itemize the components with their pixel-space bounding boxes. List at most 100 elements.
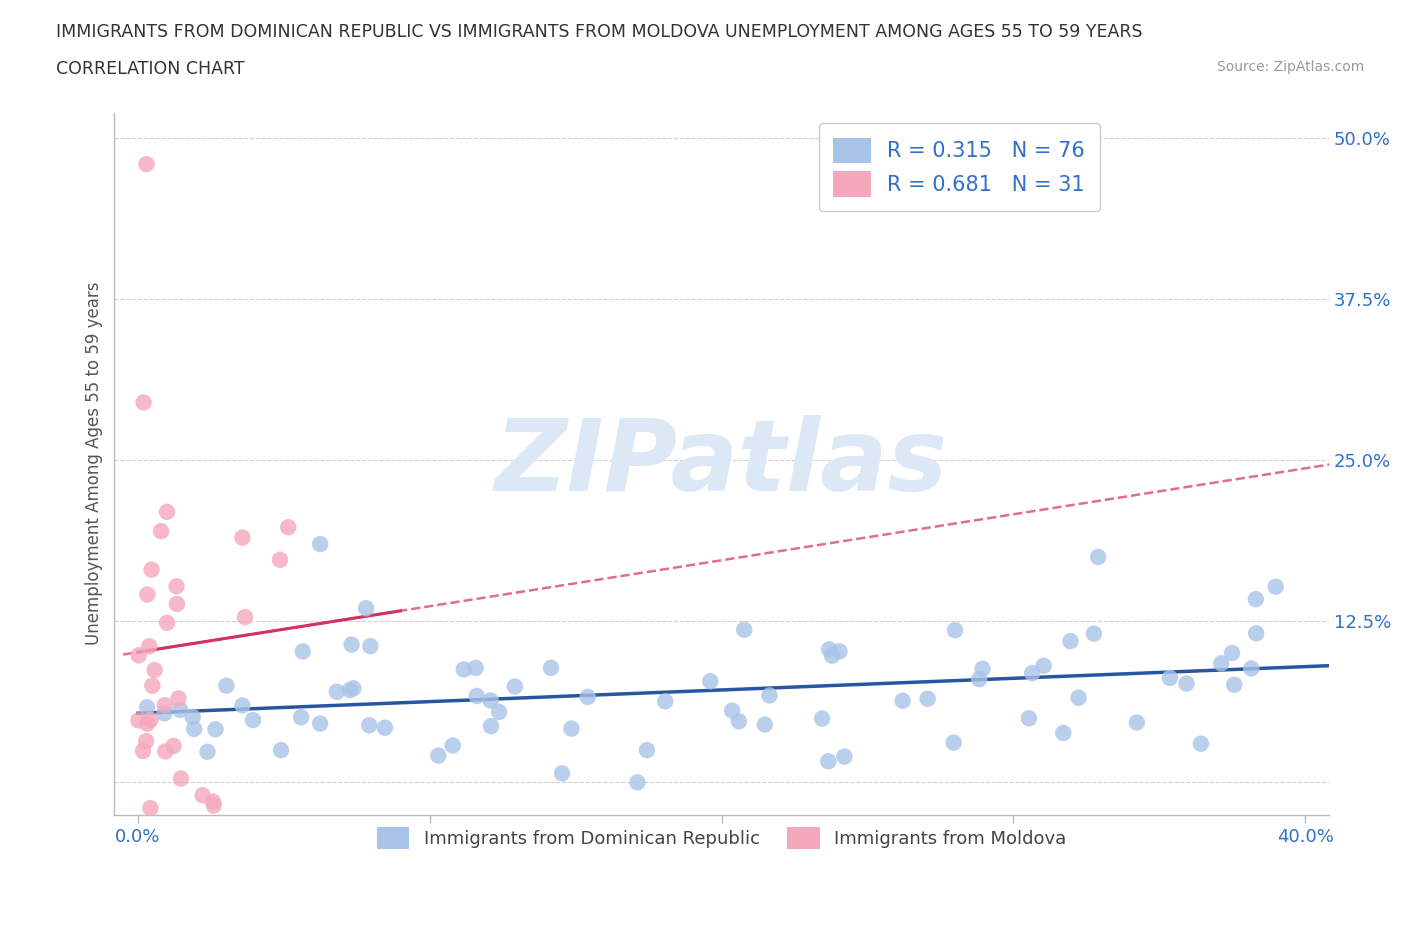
- Point: [636, 743, 658, 758]
- Point: [156, 616, 179, 631]
- Point: [891, 693, 914, 708]
- Point: [141, 563, 163, 578]
- Point: [464, 660, 486, 675]
- Point: [136, 700, 159, 715]
- Point: [215, 678, 238, 693]
- Point: [183, 722, 205, 737]
- Point: [1244, 591, 1267, 606]
- Point: [427, 748, 450, 763]
- Point: [465, 688, 488, 703]
- Point: [818, 642, 841, 657]
- Point: [1052, 725, 1074, 740]
- Point: [359, 718, 381, 733]
- Point: [1018, 711, 1040, 725]
- Point: [721, 703, 744, 718]
- Point: [811, 711, 834, 726]
- Point: [340, 637, 363, 652]
- Point: [754, 717, 776, 732]
- Point: [479, 719, 502, 734]
- Point: [127, 713, 149, 728]
- Point: [1211, 656, 1233, 671]
- Point: [821, 648, 844, 663]
- Point: [943, 623, 966, 638]
- Point: [309, 537, 332, 551]
- Point: [1175, 676, 1198, 691]
- Text: ZIPatlas: ZIPatlas: [495, 415, 948, 512]
- Point: [136, 716, 159, 731]
- Point: [551, 766, 574, 781]
- Point: [143, 662, 166, 677]
- Point: [139, 801, 162, 816]
- Point: [150, 524, 173, 538]
- Point: [242, 712, 264, 727]
- Point: [138, 639, 160, 654]
- Point: [441, 738, 464, 753]
- Point: [141, 678, 163, 693]
- Point: [503, 679, 526, 694]
- Point: [1067, 690, 1090, 705]
- Point: [135, 734, 157, 749]
- Point: [181, 710, 204, 724]
- Point: [309, 716, 332, 731]
- Point: [139, 712, 162, 727]
- Point: [540, 660, 562, 675]
- Point: [191, 788, 214, 803]
- Point: [1083, 626, 1105, 641]
- Point: [156, 504, 179, 519]
- Point: [270, 743, 292, 758]
- Point: [326, 684, 349, 699]
- Point: [291, 644, 314, 659]
- Point: [828, 644, 851, 658]
- Point: [132, 743, 155, 758]
- Point: [654, 694, 676, 709]
- Point: [166, 578, 188, 593]
- Point: [290, 710, 312, 724]
- Point: [1240, 661, 1263, 676]
- Point: [231, 698, 253, 713]
- Legend: Immigrants from Dominican Republic, Immigrants from Moldova: Immigrants from Dominican Republic, Immi…: [368, 818, 1076, 858]
- Point: [834, 750, 856, 764]
- Point: [166, 596, 188, 611]
- Point: [967, 671, 990, 686]
- Point: [169, 702, 191, 717]
- Point: [233, 610, 256, 625]
- Point: [277, 520, 299, 535]
- Point: [153, 698, 176, 712]
- Point: [733, 622, 755, 637]
- Point: [162, 738, 184, 753]
- Point: [1189, 737, 1212, 751]
- Point: [626, 775, 648, 790]
- Point: [201, 794, 224, 809]
- Point: [942, 736, 965, 751]
- Point: [1059, 633, 1081, 648]
- Point: [1126, 715, 1149, 730]
- Point: [488, 705, 510, 720]
- Point: [817, 754, 839, 769]
- Point: [132, 395, 155, 410]
- Point: [972, 661, 994, 676]
- Text: CORRELATION CHART: CORRELATION CHART: [56, 60, 245, 78]
- Point: [204, 722, 226, 737]
- Point: [453, 662, 475, 677]
- Point: [155, 744, 177, 759]
- Point: [1032, 658, 1054, 673]
- Y-axis label: Unemployment Among Ages 55 to 59 years: Unemployment Among Ages 55 to 59 years: [86, 282, 103, 645]
- Point: [699, 673, 721, 688]
- Point: [1159, 671, 1181, 685]
- Point: [136, 587, 159, 602]
- Point: [1220, 645, 1243, 660]
- Point: [479, 693, 502, 708]
- Point: [339, 683, 361, 698]
- Point: [231, 530, 253, 545]
- Point: [1021, 666, 1043, 681]
- Point: [917, 691, 939, 706]
- Point: [374, 720, 396, 735]
- Point: [758, 688, 780, 703]
- Point: [354, 601, 377, 616]
- Point: [576, 689, 599, 704]
- Point: [560, 721, 582, 736]
- Text: Source: ZipAtlas.com: Source: ZipAtlas.com: [1216, 60, 1364, 74]
- Point: [269, 552, 291, 567]
- Point: [135, 157, 157, 172]
- Point: [197, 744, 219, 759]
